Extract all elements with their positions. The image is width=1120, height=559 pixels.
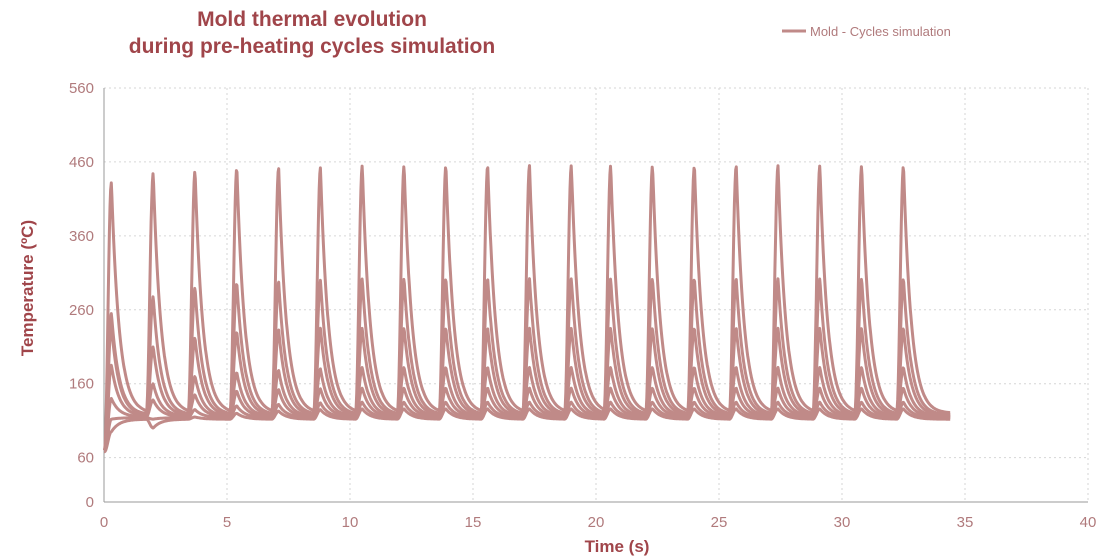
x-axis-label: Time (s)	[585, 537, 650, 556]
y-tick-label: 460	[69, 154, 94, 171]
x-tick-label: 5	[223, 514, 231, 531]
y-tick-labels: 0 60 160 260 360 460 560	[69, 80, 94, 511]
chart-title-line-1: Mold thermal evolution	[197, 8, 427, 31]
x-tick-label: 10	[342, 514, 359, 531]
y-tick-label: 260	[69, 302, 94, 319]
chart-title-line-2: during pre-heating cycles simulation	[129, 35, 495, 58]
series-line-1	[103, 164, 952, 452]
y-tick-label: 160	[69, 376, 94, 393]
legend: Mold - Cycles simulation	[782, 24, 951, 39]
series-line-2	[103, 277, 952, 452]
x-tick-labels: 0 5 10 15 20 25 30 35 40	[100, 514, 1097, 531]
y-tick-label: 60	[77, 450, 94, 467]
grid-lines	[104, 87, 1089, 502]
series-lines	[103, 164, 952, 454]
y-tick-label: 560	[69, 80, 94, 97]
series-line-6	[103, 400, 952, 452]
y-axis-label: Temperature (ºC)	[18, 220, 37, 356]
x-tick-label: 40	[1080, 514, 1097, 531]
x-tick-label: 30	[834, 514, 851, 531]
y-tick-label: 0	[86, 494, 94, 511]
x-tick-label: 0	[100, 514, 108, 531]
series-line-7	[103, 407, 952, 454]
x-tick-label: 35	[957, 514, 974, 531]
x-tick-label: 20	[588, 514, 605, 531]
x-tick-label: 25	[711, 514, 728, 531]
x-tick-label: 15	[465, 514, 482, 531]
axes	[103, 88, 1088, 503]
y-tick-label: 360	[69, 228, 94, 245]
legend-label: Mold - Cycles simulation	[810, 24, 951, 39]
